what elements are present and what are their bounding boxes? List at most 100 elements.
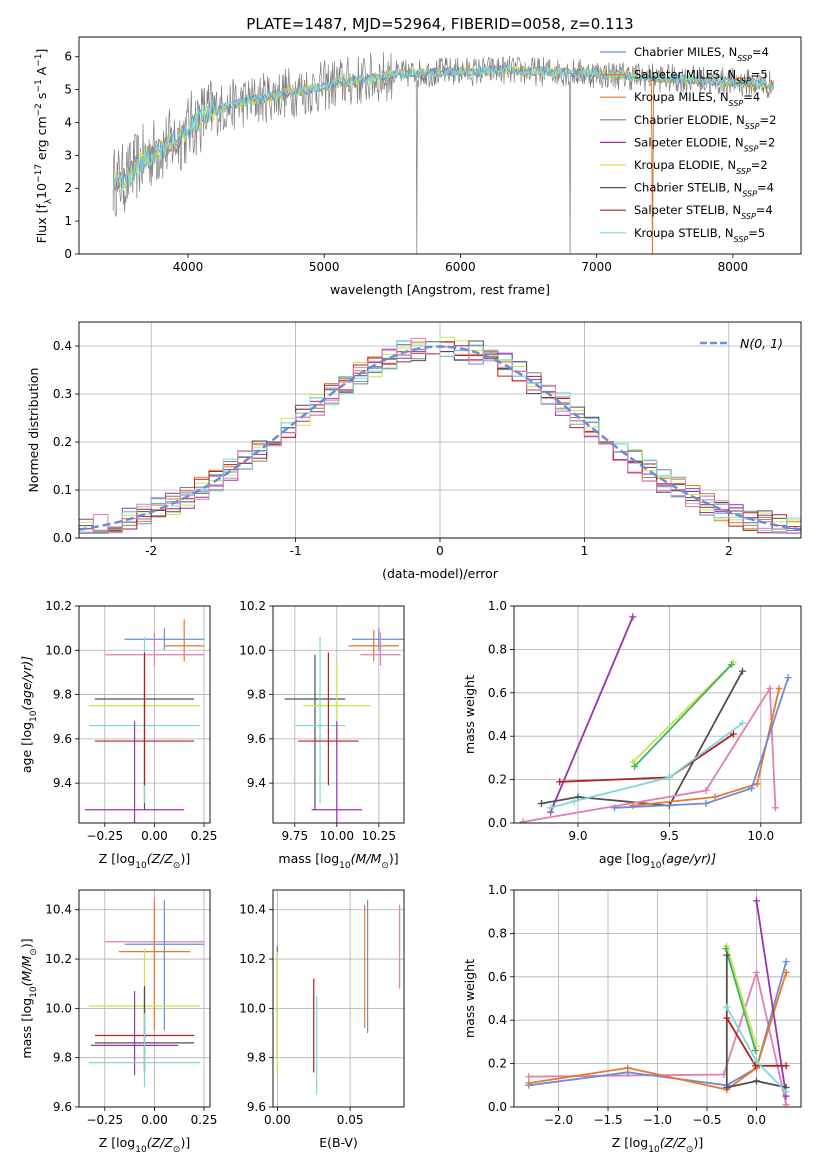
weight-marker	[574, 793, 582, 801]
weight-marker	[631, 763, 639, 771]
x-tick-label: 10.25	[362, 829, 396, 843]
figure-title: PLATE=1487, MJD=52964, FIBERID=0058, z=0…	[246, 15, 633, 33]
axes-frame	[513, 605, 802, 824]
weight-marker	[748, 784, 756, 792]
weight-line	[541, 670, 744, 807]
y-tick-label: 1	[64, 214, 72, 228]
model-spectrum-line	[112, 63, 774, 194]
y-tick-label: 2	[64, 181, 72, 195]
y-axis-label: mass weight	[462, 675, 477, 754]
x-axis-label: Z [log10(Z/Z⊙)]	[99, 1135, 190, 1155]
normal-distribution-curve	[79, 345, 801, 531]
spectrum-lines	[112, 52, 775, 254]
x-axis-label: E(B-V)	[319, 1135, 358, 1150]
weight-marker	[782, 968, 790, 976]
x-axis-label: Z [log10(Z/Z⊙)]	[612, 1135, 703, 1155]
y-tick-label: 9.4	[53, 776, 72, 790]
legend-label: Salpeter ELODIE, NSSP=2	[634, 135, 775, 153]
y-tick-label: 0.0	[488, 816, 507, 830]
y-tick-label: 10.2	[239, 599, 266, 613]
weight-line	[528, 969, 788, 1105]
weight-marker	[722, 945, 730, 953]
y-axis-label: Flux [fλ10−17 erg cm−2 s−1 A−1]	[34, 49, 54, 244]
weight-marker	[611, 804, 619, 812]
weight-marker	[784, 674, 792, 682]
x-tick-label: −0.25	[86, 829, 123, 843]
y-tick-label: 0.0	[488, 1100, 507, 1114]
x-axis-label: Z [log10(Z/Z⊙)]	[99, 851, 190, 871]
y-tick-label: 0.4	[488, 729, 507, 743]
x-tick-label: 7000	[581, 260, 612, 274]
weight-marker	[782, 1101, 790, 1107]
x-tick-label: 0.00	[141, 1113, 168, 1127]
y-tick-label: 0.2	[488, 1057, 507, 1071]
weight-marker	[751, 1047, 759, 1055]
error-bars	[284, 628, 404, 823]
weight-marker	[525, 1079, 533, 1087]
y-tick-label: 0.6	[488, 970, 507, 984]
spectrum-panel: 4000 5000 6000 7000 8000 0 1 2 3 4 5 6 Chabrier MILE…	[34, 36, 802, 297]
weight-line	[633, 663, 733, 768]
y-tick-label: 10.0	[239, 643, 266, 657]
weight-marker	[547, 804, 555, 812]
weight-line	[522, 685, 777, 823]
weight-marker	[739, 667, 747, 675]
y-tick-label: 6	[64, 50, 72, 64]
y-tick-label: 9.4	[247, 776, 266, 790]
y-tick-label: 5	[64, 83, 72, 97]
weight-marker	[723, 951, 731, 959]
legend-label: Chabrier MILES, NSSP=4	[634, 45, 769, 63]
x-axis-label: mass [log10(M/M⊙)]	[278, 851, 398, 871]
weight-line	[559, 733, 734, 783]
y-tick-label: 9.6	[247, 732, 266, 746]
weight-marker	[751, 1062, 759, 1070]
weight-marker	[771, 804, 779, 812]
mass-vs-extinction-panel: 0.00 0.05 9.6 9.8 10.0 10.2 10.4 E(B-V)	[239, 889, 405, 1150]
weight-marker	[665, 773, 673, 781]
x-tick-label: 4000	[173, 260, 204, 274]
x-tick-label: 5000	[309, 260, 340, 274]
x-tick-label: 1	[581, 544, 589, 558]
x-tick-label: 0.00	[141, 829, 168, 843]
x-tick-label: −0.25	[86, 1113, 123, 1127]
y-tick-label: 10.2	[45, 599, 72, 613]
y-tick-label: 0.8	[488, 926, 507, 940]
y-axis-label: age [log10(age/yr)]	[19, 656, 39, 773]
weight-line	[550, 722, 744, 809]
y-tick-label: 10.0	[45, 643, 72, 657]
error-bars	[88, 897, 205, 1088]
x-tick-label: −0.5	[692, 1113, 721, 1127]
y-tick-label: 9.8	[247, 1051, 266, 1065]
legend-label: Salpeter STELIB, NSSP=4	[634, 203, 773, 221]
x-tick-label: 9.75	[281, 829, 308, 843]
y-tick-label: 10.4	[239, 903, 266, 917]
weight-marker	[782, 1088, 790, 1096]
x-tick-label: −2.0	[544, 1113, 573, 1127]
y-tick-label: 9.6	[53, 1100, 72, 1114]
y-axis-label: mass [log10(M/M⊙)]	[19, 938, 39, 1058]
legend-label: N(0, 1)	[740, 336, 783, 351]
error-bars	[84, 619, 205, 823]
x-tick-label: 9.5	[660, 829, 679, 843]
x-tick-label: 0.05	[337, 1113, 364, 1127]
x-axis-label: age [log10(age/yr)]	[599, 851, 716, 871]
y-tick-label: 9.8	[53, 1051, 72, 1065]
y-axis-label: mass weight	[462, 959, 477, 1038]
weight-marker	[556, 778, 564, 786]
weight-line	[724, 948, 757, 1051]
weight-series	[519, 613, 792, 823]
x-axis-label: (data-model)/error	[382, 566, 499, 581]
x-tick-label: 0.25	[191, 829, 218, 843]
axes-frame	[272, 605, 405, 824]
y-tick-label: 10.4	[45, 903, 72, 917]
y-tick-label: 0.8	[488, 642, 507, 656]
x-tick-label: -1	[290, 544, 302, 558]
y-tick-label: 1.0	[488, 599, 507, 613]
age-vs-mass-panel: 9.75 10.00 10.25 9.4 9.6 9.8 10.0 10.2 mass [log…	[239, 599, 405, 871]
y-tick-label: 0	[64, 247, 72, 261]
x-tick-label: 6000	[445, 260, 476, 274]
y-tick-label: 0.2	[488, 773, 507, 787]
y-tick-label: 0.6	[488, 686, 507, 700]
weight-line	[549, 616, 634, 813]
weight-marker	[629, 802, 637, 810]
